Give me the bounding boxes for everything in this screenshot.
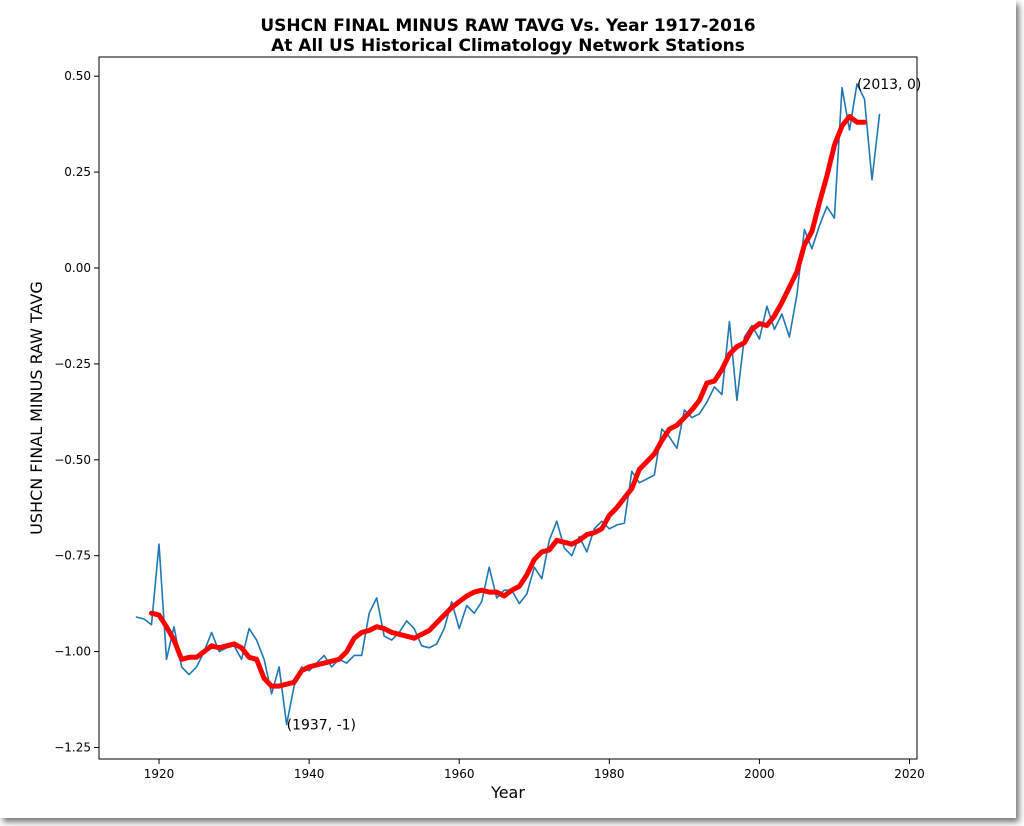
y-tick-label: 0.25 xyxy=(64,165,91,179)
chart-title: USHCN FINAL MINUS RAW TAVG Vs. Year 1917… xyxy=(260,16,755,36)
y-tick-label: 0.50 xyxy=(64,69,91,83)
y-axis-label: USHCN FINAL MINUS RAW TAVG xyxy=(27,281,46,535)
x-tick-label: 2000 xyxy=(744,767,775,781)
y-tick-label: −0.75 xyxy=(54,549,91,563)
annotation-label: (1937, -1) xyxy=(287,717,356,733)
x-tick-label: 1960 xyxy=(444,767,475,781)
y-axis: 0.50 0.25 0.00 −0.25 −0.50 −0.75 −1.00 −1.25 xyxy=(54,69,99,754)
series-layer xyxy=(135,83,881,726)
x-tick-label: 1940 xyxy=(294,767,325,781)
x-tick-label: 1920 xyxy=(144,767,175,781)
series-line-smoothed xyxy=(149,114,867,689)
x-axis: 1920 1940 1960 1980 2000 2020 xyxy=(144,759,925,781)
chart-subtitle: At All US Historical Climatology Network… xyxy=(271,36,745,56)
y-tick-label: −1.25 xyxy=(54,740,91,754)
y-tick-label: 0.00 xyxy=(64,261,91,275)
x-tick-label: 1980 xyxy=(594,767,625,781)
y-tick-label: −0.25 xyxy=(54,357,91,371)
annotation-layer: (1937, -1) (2013, 0) xyxy=(287,77,922,734)
plot-area xyxy=(98,56,918,760)
y-tick-label: −0.50 xyxy=(54,453,91,467)
annotation-label: (2013, 0) xyxy=(857,77,921,93)
series-line-annual xyxy=(135,83,881,726)
x-tick-label: 2020 xyxy=(894,767,925,781)
y-tick-label: −1.00 xyxy=(54,645,91,659)
x-axis-label: Year xyxy=(490,783,525,802)
